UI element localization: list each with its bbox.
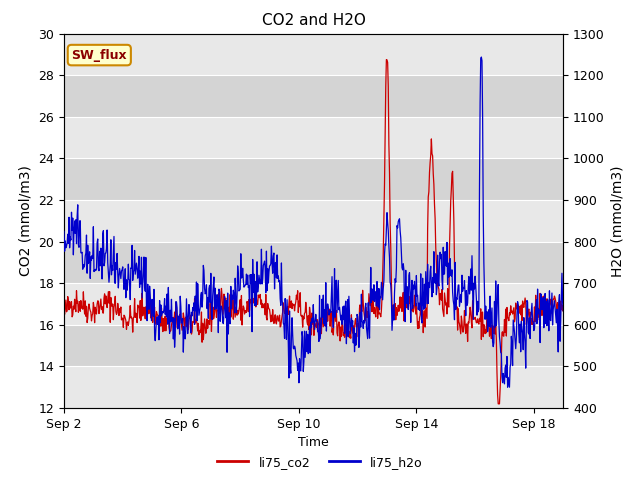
Bar: [64, 241, 563, 283]
Bar: [64, 283, 563, 325]
Bar: [64, 75, 563, 117]
Bar: [64, 34, 563, 75]
Y-axis label: CO2 (mmol/m3): CO2 (mmol/m3): [19, 166, 33, 276]
Title: CO2 and H2O: CO2 and H2O: [262, 13, 365, 28]
X-axis label: Time: Time: [298, 436, 329, 449]
Bar: [64, 325, 563, 366]
Y-axis label: H2O (mmol/m3): H2O (mmol/m3): [611, 165, 625, 276]
Legend: li75_co2, li75_h2o: li75_co2, li75_h2o: [212, 451, 428, 474]
Bar: [64, 158, 563, 200]
Bar: [64, 200, 563, 241]
Bar: [64, 366, 563, 408]
Bar: [64, 117, 563, 158]
Text: SW_flux: SW_flux: [72, 48, 127, 61]
